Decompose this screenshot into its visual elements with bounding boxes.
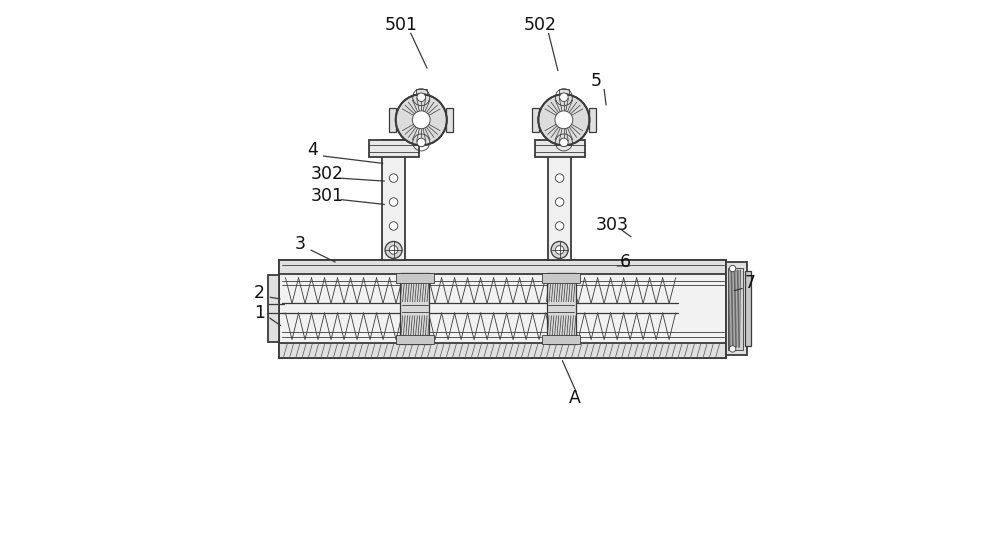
Circle shape: [389, 198, 398, 207]
Text: 5: 5: [590, 72, 601, 90]
Circle shape: [555, 198, 564, 207]
Circle shape: [412, 111, 430, 129]
Bar: [559, 89, 569, 100]
Bar: [535, 140, 585, 157]
Circle shape: [555, 111, 573, 129]
Circle shape: [396, 94, 447, 146]
Bar: [416, 89, 427, 100]
Bar: [268, 276, 279, 342]
Circle shape: [389, 174, 398, 182]
Circle shape: [555, 221, 564, 230]
Text: 6: 6: [620, 253, 631, 271]
Bar: [396, 334, 434, 344]
Circle shape: [555, 246, 564, 254]
Text: 502: 502: [523, 17, 556, 34]
Circle shape: [729, 265, 736, 272]
Bar: [547, 273, 576, 344]
Bar: [726, 262, 747, 355]
Bar: [279, 343, 726, 358]
Bar: [446, 108, 453, 132]
Bar: [532, 108, 539, 132]
Bar: [369, 140, 419, 157]
Circle shape: [538, 94, 589, 146]
Bar: [745, 271, 751, 346]
Bar: [382, 140, 405, 259]
Circle shape: [385, 241, 402, 258]
Text: A: A: [569, 389, 580, 407]
Text: 7: 7: [745, 274, 756, 293]
Bar: [548, 140, 571, 259]
Text: 303: 303: [595, 216, 628, 234]
Circle shape: [729, 346, 736, 352]
Text: 4: 4: [307, 141, 318, 159]
Circle shape: [389, 246, 398, 254]
Circle shape: [560, 138, 568, 147]
Bar: [389, 108, 396, 132]
Circle shape: [551, 241, 568, 258]
Text: 501: 501: [385, 17, 418, 34]
Bar: [279, 259, 726, 274]
Bar: [542, 334, 580, 344]
Circle shape: [560, 93, 568, 102]
Text: 302: 302: [311, 165, 344, 184]
Text: 3: 3: [295, 234, 306, 253]
Bar: [728, 268, 743, 350]
Bar: [542, 273, 580, 283]
Text: 2: 2: [254, 284, 265, 302]
Circle shape: [389, 221, 398, 230]
Circle shape: [555, 174, 564, 182]
Text: 301: 301: [311, 187, 344, 205]
Bar: [589, 108, 596, 132]
Circle shape: [417, 93, 425, 102]
Circle shape: [417, 138, 425, 147]
Bar: [396, 273, 434, 283]
Bar: [400, 273, 429, 344]
Bar: [279, 259, 726, 358]
Text: 1: 1: [254, 304, 265, 322]
